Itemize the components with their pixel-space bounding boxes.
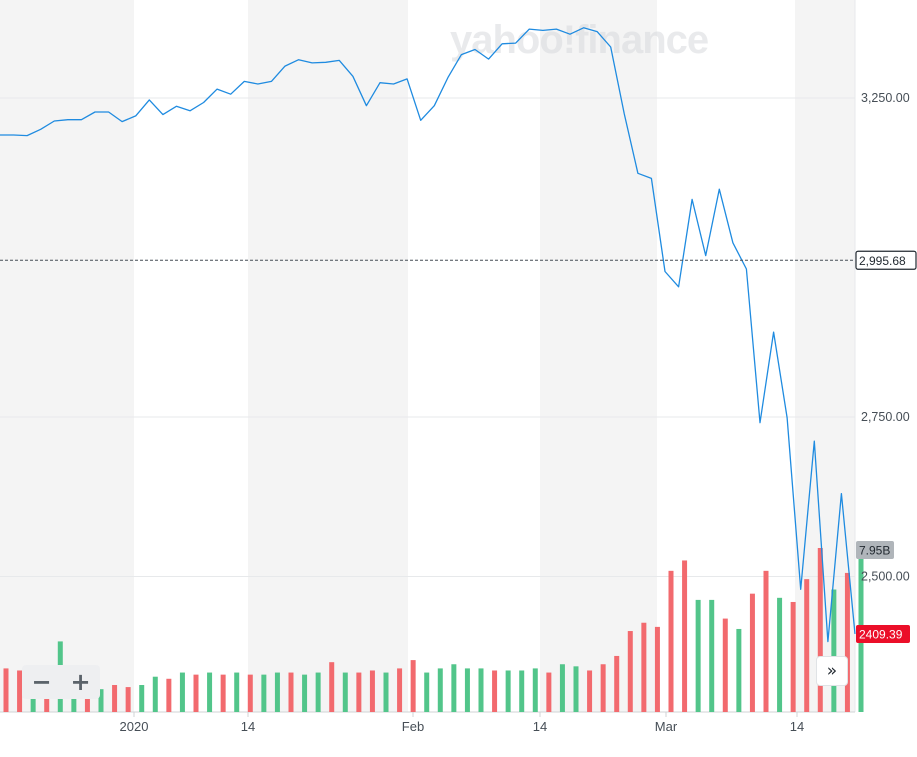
volume-bar-10: [139, 685, 144, 712]
volume-bar-60: [818, 548, 823, 712]
volume-bar-51: [696, 600, 701, 712]
volume-bar-37: [506, 670, 511, 712]
volume-bar-11: [153, 677, 158, 712]
volume-bar-48: [655, 627, 660, 712]
volume-bar-43: [587, 670, 592, 712]
volume-bar-12: [166, 679, 171, 712]
double-chevron-right-icon: »: [827, 661, 837, 681]
volume-bar-62: [845, 573, 850, 712]
volume-bar-55: [750, 594, 755, 712]
volume-bar-25: [343, 673, 348, 712]
volume-bar-28: [384, 673, 389, 712]
last-value-badge: 2409.39: [859, 628, 903, 642]
volume-bar-61: [831, 590, 836, 712]
volume-bar-44: [601, 664, 606, 712]
plus-icon: +: [70, 668, 90, 696]
y-tick-label-1: 2,750.00: [861, 410, 910, 424]
y-tick-label-0: 3,250.00: [861, 91, 910, 105]
volume-bar-0: [4, 668, 9, 712]
x-tick-label-2: Feb: [402, 719, 424, 734]
volume-bar-35: [479, 668, 484, 712]
x-tick-label-4: Mar: [655, 719, 678, 734]
volume-bar-38: [519, 670, 524, 712]
volume-bar-30: [411, 660, 416, 712]
volume-bar-53: [723, 619, 728, 712]
volume-bar-19: [261, 675, 266, 712]
volume-bar-27: [370, 670, 375, 712]
volume-bar-9: [126, 687, 131, 712]
volume-bar-47: [641, 623, 646, 712]
band-2: [540, 0, 657, 712]
volume-bar-33: [451, 664, 456, 712]
volume-bar-29: [397, 668, 402, 712]
zoom-controls: − +: [22, 665, 100, 699]
volume-bar-22: [302, 675, 307, 712]
volume-bar-31: [424, 673, 429, 712]
volume-bar-50: [682, 560, 687, 712]
band-1: [248, 0, 408, 712]
bottom-axis: 2020 14 Feb 14 Mar 14: [120, 712, 805, 734]
volume-bar-40: [546, 673, 551, 712]
volume-bar-54: [736, 629, 741, 712]
volume-bar-56: [764, 571, 769, 712]
volume-bar-16: [221, 675, 226, 712]
volume-bar-24: [329, 662, 334, 712]
volume-bar-42: [574, 666, 579, 712]
volume-bar-15: [207, 673, 212, 712]
volume-bar-46: [628, 631, 633, 712]
value-badges: 2,995.68 7.95B 2409.39: [856, 251, 916, 643]
volume-bar-21: [289, 673, 294, 712]
alternating-bands: [0, 0, 855, 712]
volume-bar-49: [669, 571, 674, 712]
y-tick-label-2: 2,500.00: [861, 570, 910, 584]
volume-bar-8: [112, 685, 117, 712]
volume-bar-17: [234, 673, 239, 712]
volume-bar-45: [614, 656, 619, 712]
yahoo-finance-watermark: yahoo!finance: [450, 18, 708, 62]
volume-bar-57: [777, 598, 782, 712]
band-0: [0, 0, 134, 712]
current-value-badge: 2,995.68: [859, 254, 906, 268]
volume-bar-36: [492, 670, 497, 712]
volume-bar-32: [438, 668, 443, 712]
volume-bar-14: [194, 675, 199, 712]
volume-bar-52: [709, 600, 714, 712]
zoom-out-button[interactable]: −: [27, 667, 57, 697]
volume-bar-23: [316, 673, 321, 712]
volume-bar-58: [791, 602, 796, 712]
x-tick-label-0: 2020: [120, 719, 149, 734]
volume-bar-41: [560, 664, 565, 712]
x-tick-label-3: 14: [533, 719, 547, 734]
scroll-forward-button[interactable]: »: [816, 656, 848, 686]
minus-icon: −: [31, 668, 51, 696]
zoom-in-button[interactable]: +: [66, 667, 96, 697]
volume-bar-59: [804, 579, 809, 712]
volume-bar-39: [533, 668, 538, 712]
volume-max-badge: 7.95B: [859, 544, 890, 558]
volume-bar-13: [180, 673, 185, 712]
volume-bar-20: [275, 673, 280, 712]
volume-bar-34: [465, 668, 470, 712]
x-tick-label-1: 14: [241, 719, 255, 734]
right-axis: 3,250.00 2,750.00 2,500.00: [861, 91, 910, 584]
volume-bar-26: [356, 673, 361, 712]
volume-bar-18: [248, 675, 253, 712]
x-tick-label-5: 14: [790, 719, 804, 734]
